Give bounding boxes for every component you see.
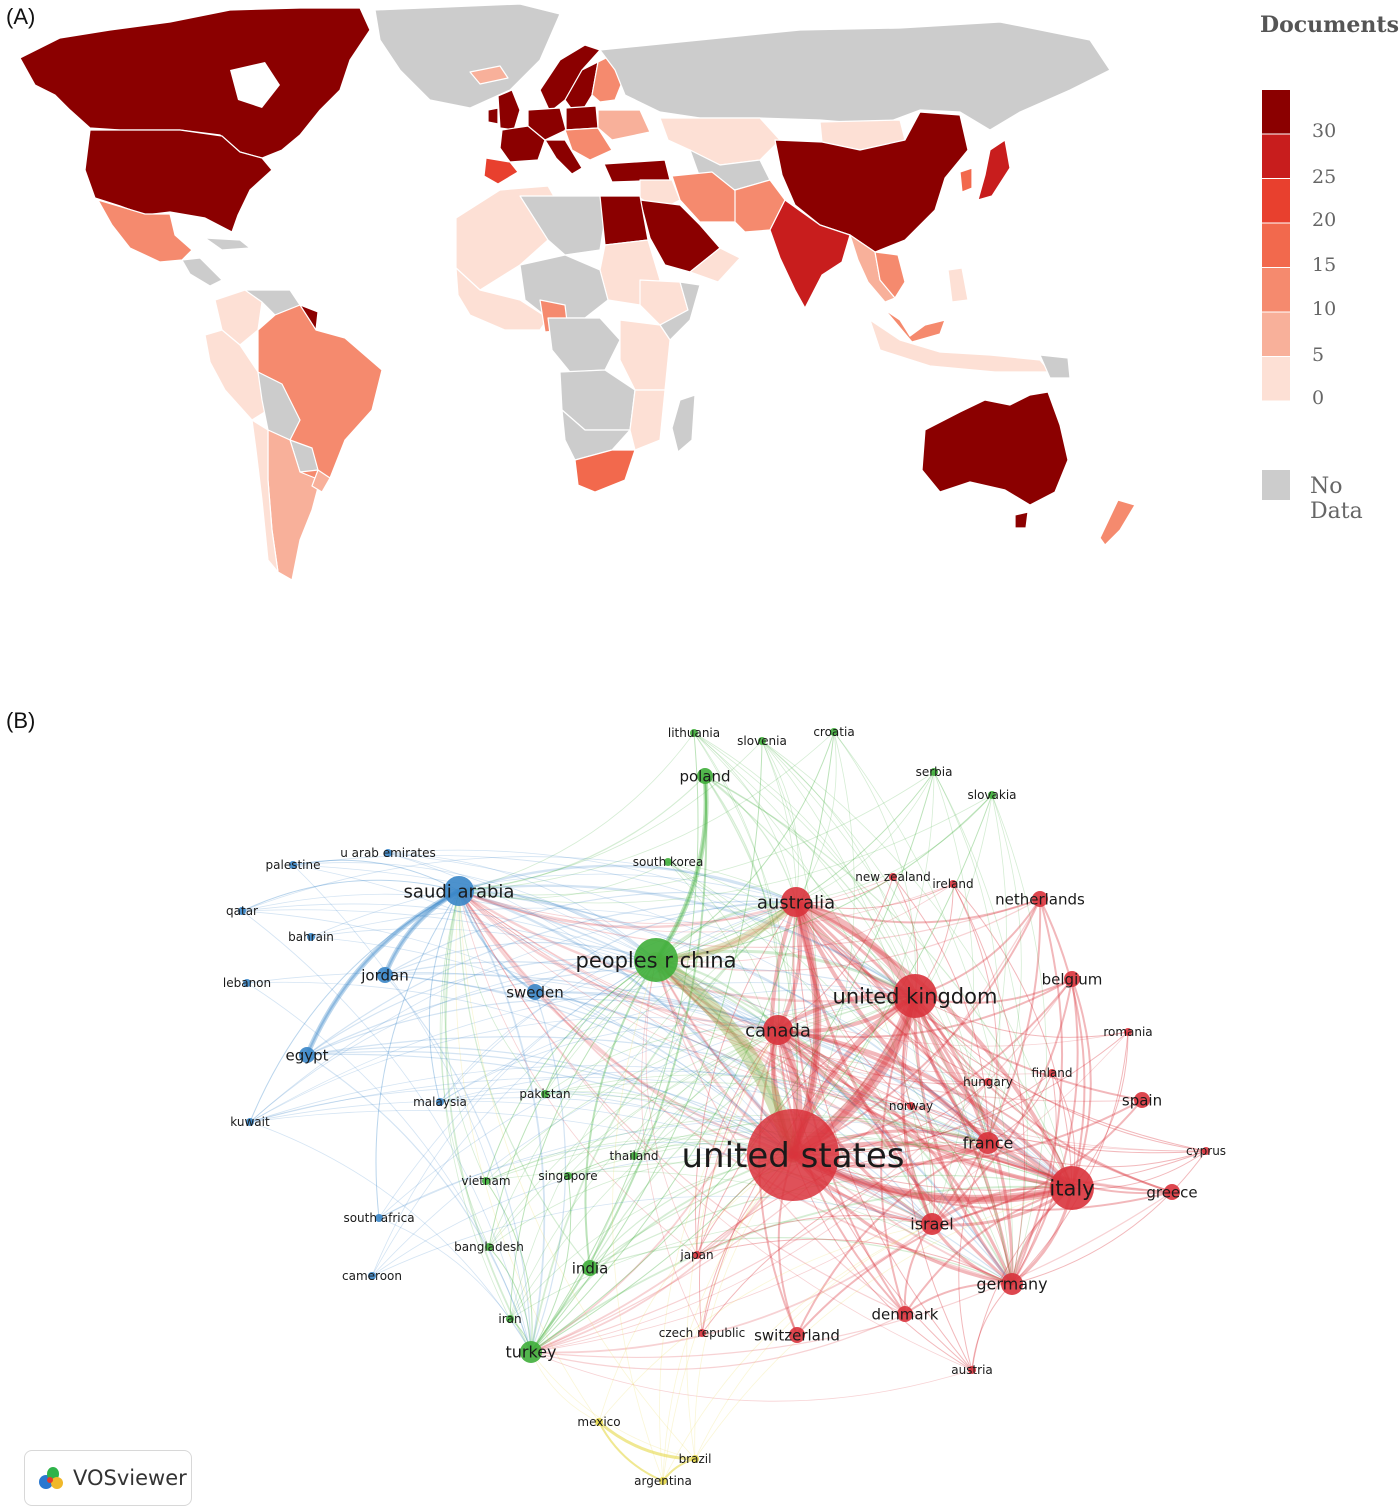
network-node-label: serbia [916,765,953,779]
network-node-label: lithuania [668,726,720,740]
network-node-label: australia [757,892,835,913]
network-node-label: bangladesh [454,1240,524,1254]
network-node-label: switzerland [754,1326,840,1344]
network-link [446,891,531,1352]
network-node-label: slovakia [967,788,1016,802]
network-node-label: new zealand [855,870,931,884]
network-node-label: ireland [932,877,973,891]
network-node-label: turkey [506,1343,557,1362]
network-node-label: u arab emirates [340,846,436,860]
network-node-label: saudi arabia [404,881,515,902]
network-node-label: south korea [633,855,704,869]
network-node-label: hungary [963,1075,1013,1089]
vosviewer-badge-label: VOSviewer [73,1466,187,1490]
network-node-label: france [963,1134,1014,1153]
network-node-label: belgium [1042,970,1103,988]
network-node-label: south africa [343,1211,414,1225]
network-link [972,1284,1012,1370]
network-node-label: mexico [577,1415,620,1429]
network-node-label: canada [745,1020,811,1041]
network-node-label: jordan [360,966,408,984]
network-node-label: cameroon [342,1269,402,1283]
vosviewer-badge: VOSviewer [24,1450,192,1506]
network-node-label: cyprus [1186,1144,1226,1158]
network-link [762,741,915,996]
network-node-label: slovenia [737,734,787,748]
vosviewer-logo-icon [37,1464,65,1492]
network-node-label: pakistan [519,1087,570,1101]
network-link [545,960,656,1094]
network-node-label: denmark [872,1305,939,1323]
network-node-label: india [572,1259,609,1277]
network-node-label: egypt [285,1046,328,1064]
network-link [660,1030,778,1481]
network-node-label: romania [1103,1025,1152,1039]
network-node-label: vietnam [461,1174,510,1188]
network-link [247,983,531,1352]
network-node-label: thailand [610,1149,659,1163]
network-node-label: bahrain [288,930,334,944]
network-node-label: singapore [538,1169,597,1183]
network-link [372,960,656,1276]
network-node-label: lebanon [223,976,271,990]
network-node-label: iran [498,1312,521,1326]
network-node-label: united states [681,1136,904,1176]
network-node-label: japan [679,1248,713,1262]
network-node-label: spain [1122,1091,1162,1109]
network-link [531,1352,972,1401]
network-node-label: united kingdom [833,984,998,1008]
network-link [531,1314,905,1369]
network-node-label: italy [1049,1176,1094,1200]
network-node-label: qatar [226,904,258,918]
network-link [429,891,459,1102]
network-link [796,732,836,902]
network-node-label: palestine [266,858,321,872]
network-link [379,1218,531,1352]
network-node-label: sweden [506,983,564,1001]
network-node-label: malaysia [413,1095,467,1109]
network-node-label: peoples r china [576,948,737,972]
network-node-label: netherlands [995,890,1085,908]
network-node-label: kuwait [230,1115,270,1129]
network-link [695,1155,793,1459]
network-node-label: austria [951,1363,993,1377]
network-node-label: greece [1146,1183,1197,1201]
network-link [459,741,762,891]
network-node-label: israel [910,1215,953,1234]
network-link [445,891,486,1181]
network-node-label: germany [976,1275,1047,1294]
network-link [531,741,762,1352]
network-link [459,776,705,891]
network-node-label: norway [889,1099,933,1113]
network-node-label: argentina [634,1474,692,1488]
network-node-label: poland [679,767,730,785]
network-node-label: czech republic [659,1326,745,1340]
network-node-label: brazil [679,1452,712,1466]
network-node-label: finland [1031,1066,1072,1080]
network-link [250,1122,531,1352]
network-link [531,1352,599,1422]
network-node-label: croatia [813,725,854,739]
